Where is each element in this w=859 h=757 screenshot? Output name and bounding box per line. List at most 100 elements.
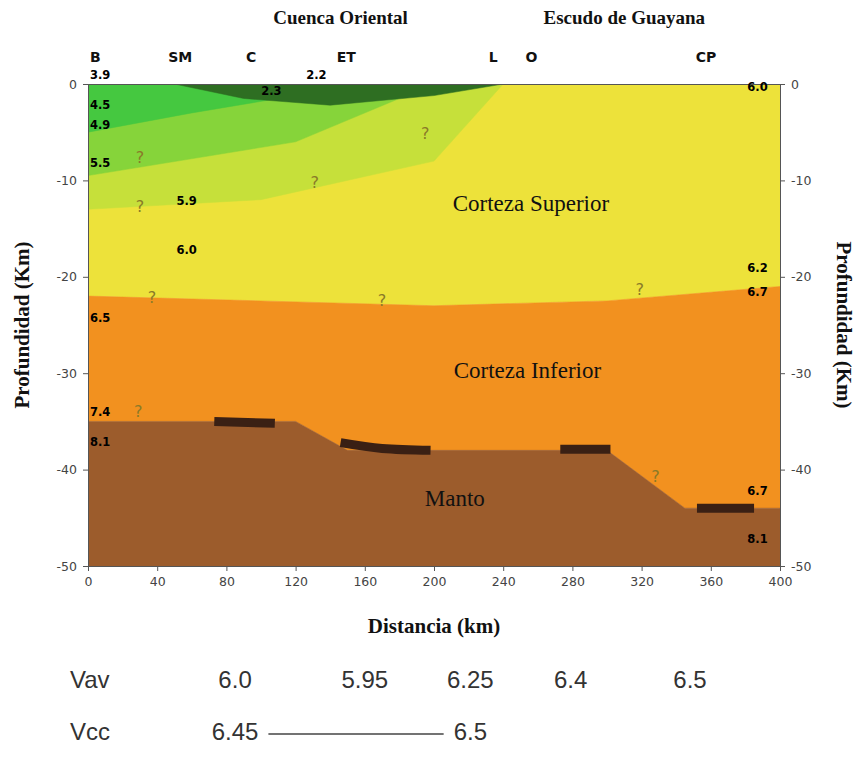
moho-reflector	[560, 445, 610, 454]
x-axis-line	[89, 567, 781, 572]
x-tick: 400	[769, 566, 793, 589]
y2-tick: -20	[780, 269, 811, 284]
y2-tick-mark	[780, 470, 785, 471]
question-mark: ?	[310, 173, 319, 192]
velocity-label: 4.5	[90, 98, 110, 112]
station-axis-line	[89, 84, 781, 85]
row-value: 6.4	[554, 666, 587, 693]
region-title: Cuenca Oriental	[273, 7, 408, 28]
layer-label: Corteza Inferior	[454, 358, 602, 383]
x-axis-title: Distancia (km)	[368, 614, 500, 638]
station-tick-label: SM	[168, 49, 192, 65]
y-tick: -20	[57, 269, 88, 284]
x-tick-mark	[503, 566, 504, 571]
layer-label: Manto	[425, 486, 485, 511]
x-tick-mark	[365, 566, 366, 571]
question-mark: ?	[136, 148, 145, 167]
layer	[88, 84, 780, 306]
x-tick-label: 40	[150, 574, 166, 589]
velocity-label: 6.7	[747, 285, 767, 299]
y2-tick-label: -50	[791, 559, 811, 574]
y2-tick: -50	[780, 559, 811, 574]
x-tick: 40	[150, 566, 166, 589]
x-tick-label: 400	[769, 574, 793, 589]
question-mark: ?	[636, 280, 645, 299]
x-tick-label: 160	[353, 574, 377, 589]
row-value: 6.5	[673, 666, 706, 693]
x-tick-mark	[434, 566, 435, 571]
velocity-label: 2.2	[306, 68, 326, 82]
velocity-label: 5.9	[176, 194, 196, 208]
y2-tick: 0	[780, 77, 799, 92]
velocity-label: 4.9	[90, 118, 110, 132]
y2-tick: -10	[780, 173, 811, 188]
annotations: 3.94.54.95.56.57.48.15.96.02.22.36.06.26…	[90, 68, 768, 547]
x-tick-label: 240	[492, 574, 516, 589]
x-tick-mark	[572, 566, 573, 571]
velocity-label: 6.7	[747, 484, 767, 498]
region-title: Escudo de Guayana	[544, 7, 706, 28]
x-tick: 360	[699, 566, 723, 589]
velocity-label: 5.5	[90, 156, 110, 170]
x-tick-mark	[296, 566, 297, 571]
y2-tick-label: -30	[791, 366, 811, 381]
velocity-label: 8.1	[90, 435, 110, 449]
y-tick: -10	[57, 173, 88, 188]
station-tick: L	[489, 49, 498, 84]
station-axis: B SM C ET L O CP	[89, 49, 781, 85]
y2-tick-mark	[780, 277, 785, 278]
x-tick-label: 0	[85, 574, 93, 589]
row-connector	[268, 733, 443, 734]
station-tick: CP	[696, 49, 717, 84]
x-tick-label: 360	[699, 574, 723, 589]
layer-label: Corteza Superior	[453, 191, 610, 216]
row-value: 6.0	[218, 666, 251, 693]
x-tick-mark	[226, 566, 227, 571]
velocity-label: 6.5	[90, 311, 110, 325]
y2-tick-label: -20	[791, 269, 811, 284]
y-tick-label: 0	[69, 77, 77, 92]
y2-tick: -30	[780, 366, 811, 381]
x-tick: 120	[284, 566, 308, 589]
layer	[88, 84, 503, 209]
y-tick-mark	[83, 180, 88, 181]
y-tick: -40	[57, 462, 88, 477]
velocity-label: 6.0	[747, 80, 767, 94]
y2-tick: -40	[780, 462, 811, 477]
layer	[175, 84, 504, 105]
row-label: Vav	[70, 666, 110, 693]
y2-axis: 0 -10 -20 -30 -40 -50	[780, 77, 811, 574]
question-mark: ?	[148, 288, 157, 307]
station-tick-label: C	[246, 49, 256, 65]
station-tick-label: ET	[337, 49, 357, 65]
y-tick-mark	[83, 566, 88, 567]
velocity-label: 6.0	[176, 243, 196, 257]
station-tick: SM	[168, 49, 192, 84]
y2-tick-mark	[780, 373, 785, 374]
row-value: 6.45	[212, 718, 259, 745]
y2-tick-mark	[780, 566, 785, 567]
x-tick: 320	[630, 566, 654, 589]
y2-axis-line	[781, 85, 786, 567]
station-tick-label: B	[90, 49, 101, 65]
station-tick: ET	[337, 49, 357, 84]
x-tick-label: 80	[219, 574, 235, 589]
row-label: Vcc	[70, 718, 110, 745]
velocity-label: 6.2	[747, 261, 767, 275]
x-tick: 280	[561, 566, 585, 589]
station-tick-label: O	[525, 49, 537, 65]
velocity-label: 7.4	[90, 405, 110, 419]
x-tick: 0	[85, 566, 93, 589]
row-value: 5.95	[341, 666, 388, 693]
moho-reflector	[214, 421, 275, 423]
question-mark: ?	[134, 402, 143, 421]
x-tick-label: 320	[630, 574, 654, 589]
y-tick-label: -50	[57, 559, 77, 574]
chart-svg: 040801201602002402803203604000-10-20-30-…	[0, 0, 859, 757]
y2-tick-mark	[780, 180, 785, 181]
x-axis: 04080120160200240280320360400	[85, 566, 793, 589]
y2-axis-title: Profundidad (Km)	[832, 241, 856, 408]
x-tick-label: 280	[561, 574, 585, 589]
question-mark: ?	[421, 124, 430, 143]
y2-tick-mark	[780, 84, 785, 85]
